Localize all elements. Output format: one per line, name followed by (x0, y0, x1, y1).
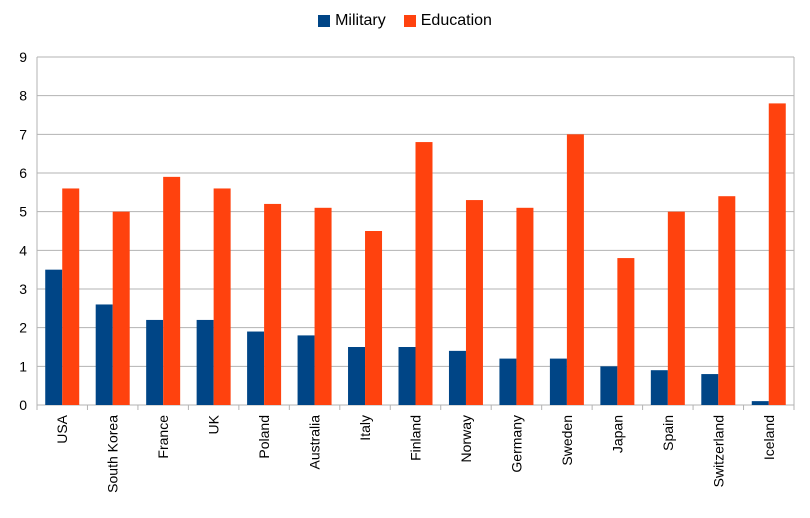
y-tick-label-1: 1 (19, 358, 27, 374)
x-tick-label-1: South Korea (105, 415, 121, 493)
x-tick-label-13: Switzerland (710, 415, 726, 487)
y-tick-label-5: 5 (19, 204, 27, 220)
bar-education-12 (667, 211, 685, 405)
x-tick-label-10: Sweden (559, 415, 575, 466)
bar-education-3 (213, 188, 231, 405)
y-tick-label-4: 4 (19, 242, 27, 258)
bar-education-9 (516, 207, 534, 405)
bar-military-8 (448, 350, 466, 405)
legend-swatch-education (403, 15, 416, 27)
y-tick-label-0: 0 (19, 397, 27, 413)
bar-military-12 (650, 370, 668, 405)
bar-military-4 (247, 331, 265, 405)
legend-item-military: Military (318, 12, 386, 30)
legend-label-military: Military (335, 12, 386, 29)
x-tick-label-0: USA (54, 414, 70, 443)
bar-education-0 (62, 188, 80, 405)
bar-military-1 (95, 304, 113, 405)
bar-education-1 (112, 211, 130, 405)
x-tick-label-2: France (155, 415, 171, 459)
x-tick-label-5: Australia (307, 415, 323, 470)
bar-military-7 (398, 347, 416, 405)
bar-education-5 (314, 207, 332, 405)
x-tick-label-3: UK (206, 414, 222, 434)
y-tick-label-2: 2 (19, 320, 27, 336)
bar-military-9 (499, 358, 517, 405)
bar-education-13 (718, 196, 736, 405)
bar-military-0 (45, 269, 63, 405)
bar-military-14 (751, 401, 769, 405)
legend-label-education: Education (420, 12, 492, 29)
bar-military-5 (297, 335, 315, 405)
x-tick-label-11: Japan (609, 415, 625, 453)
chart-legend: Military Education (0, 12, 810, 30)
bar-military-2 (146, 319, 164, 405)
bar-education-7 (415, 142, 433, 406)
bar-education-10 (566, 134, 584, 406)
x-tick-label-7: Finland (408, 415, 424, 461)
x-tick-label-9: Germany (508, 415, 524, 473)
x-tick-label-14: Iceland (761, 415, 777, 460)
y-tick-label-3: 3 (19, 281, 27, 297)
bar-military-13 (701, 374, 719, 405)
legend-item-education: Education (403, 12, 492, 30)
bar-education-14 (768, 103, 786, 406)
bar-education-11 (617, 258, 635, 405)
bar-military-10 (549, 358, 567, 405)
y-tick-label-6: 6 (19, 165, 27, 181)
bar-education-4 (264, 203, 282, 405)
x-tick-label-4: Poland (256, 415, 272, 459)
x-tick-label-6: Italy (357, 415, 373, 441)
bar-military-3 (196, 319, 214, 405)
y-tick-label-9: 9 (19, 49, 27, 65)
bar-education-6 (365, 231, 383, 405)
y-tick-label-7: 7 (19, 126, 27, 142)
x-tick-label-12: Spain (660, 415, 676, 451)
legend-swatch-military (318, 15, 331, 27)
bar-military-6 (348, 347, 366, 405)
bar-education-8 (465, 200, 483, 405)
x-tick-label-8: Norway (458, 415, 474, 462)
y-tick-label-8: 8 (19, 88, 27, 104)
bar-education-2 (163, 176, 181, 405)
bar-military-11 (600, 366, 618, 405)
